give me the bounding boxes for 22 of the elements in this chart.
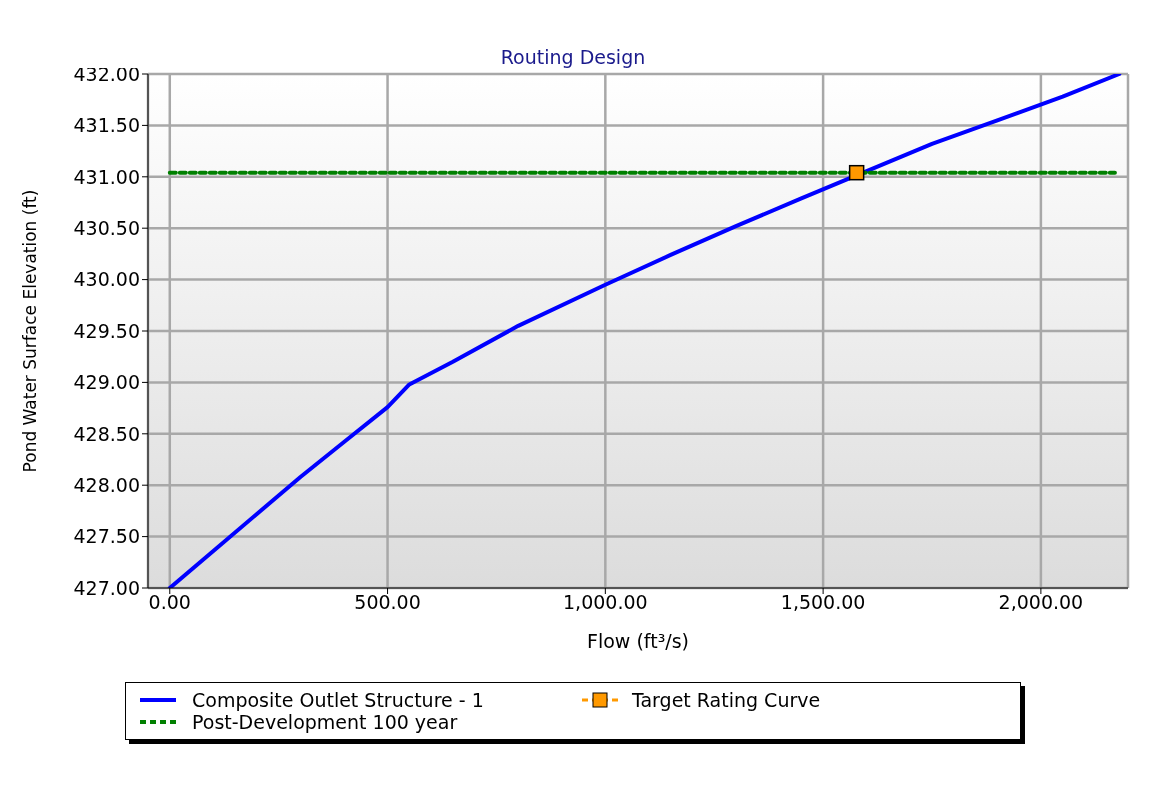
legend-label: Target Rating Curve (632, 689, 821, 711)
x-tick-label: 1,000.00 (563, 591, 648, 614)
y-tick-label: 427.00 (73, 576, 140, 599)
y-tick-label: 431.00 (73, 165, 140, 188)
x-tick-label: 0.00 (148, 591, 191, 614)
y-tick-label: 430.50 (73, 216, 140, 239)
y-tick-label: 427.50 (73, 525, 140, 548)
legend-label: Composite Outlet Structure - 1 (192, 689, 484, 711)
chart-title: Routing Design (500, 46, 646, 68)
y-tick-label: 430.00 (73, 268, 140, 291)
x-axis-title: Flow (ft³/s) (587, 630, 689, 652)
y-axis-title: Pond Water Surface Elevation (ft) (20, 189, 41, 473)
legend-label: Post-Development 100 year (192, 711, 458, 733)
y-tick-label: 429.50 (73, 319, 140, 342)
line-series (167, 74, 1122, 588)
x-tick-label: 2,000.00 (998, 591, 1084, 614)
x-tick-label: 500.00 (354, 591, 421, 614)
y-tick-label: 428.00 (73, 473, 140, 496)
y-tick-label: 428.50 (73, 422, 140, 445)
x-tick-label: 1,500.00 (780, 591, 866, 614)
y-tick-label: 431.50 (73, 114, 140, 137)
y-tick-label: 429.00 (73, 371, 140, 394)
